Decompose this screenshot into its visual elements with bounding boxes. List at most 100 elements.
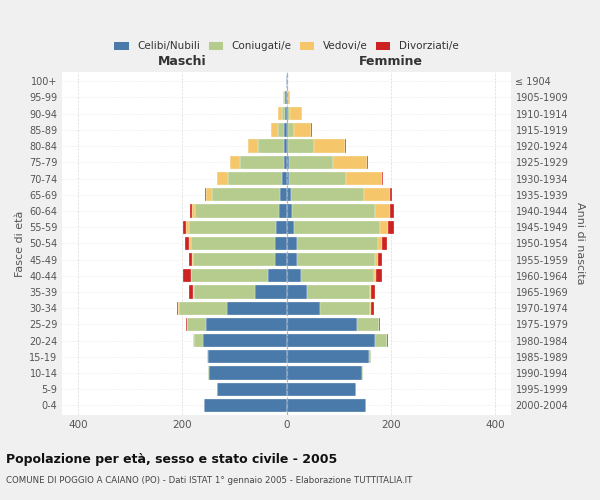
Bar [290,107,302,120]
Legend: Celibi/Nubili, Coniugati/e, Vedovi/e, Divorziati/e: Celibi/Nubili, Coniugati/e, Vedovi/e, Di… [110,38,463,56]
Bar [364,188,389,202]
Bar [287,236,297,250]
Bar [287,366,362,380]
Bar [239,156,284,169]
Bar [287,140,288,153]
Bar [187,220,188,234]
Bar [380,220,388,234]
Bar [217,382,287,396]
Bar [283,107,285,120]
Bar [195,204,278,218]
Bar [382,236,386,250]
Bar [371,286,375,298]
Bar [287,204,292,218]
Bar [378,253,382,266]
Bar [191,236,275,250]
Bar [287,156,289,169]
Bar [188,220,276,234]
Bar [207,350,208,364]
Bar [287,269,301,282]
Bar [190,204,191,218]
Bar [212,188,280,202]
Bar [283,172,287,185]
Bar [370,286,371,298]
Bar [287,286,307,298]
Bar [388,220,394,234]
Bar [278,204,287,218]
Bar [276,220,287,234]
Bar [191,269,268,282]
Bar [286,91,287,104]
Bar [275,253,287,266]
Bar [287,91,290,104]
Bar [290,188,364,202]
Bar [367,156,368,169]
Bar [227,172,283,185]
Bar [287,172,289,185]
Bar [194,286,255,298]
Text: COMUNE DI POGGIO A CAIANO (PO) - Dati ISTAT 1° gennaio 2005 - Elaborazione TUTTI: COMUNE DI POGGIO A CAIANO (PO) - Dati IS… [6,476,412,485]
Bar [204,399,287,412]
Bar [283,91,284,104]
Bar [287,399,366,412]
Bar [378,236,382,250]
Bar [230,156,239,169]
Bar [389,204,394,218]
Bar [248,140,258,153]
Bar [288,124,295,136]
Bar [189,286,193,298]
Bar [284,140,287,153]
Bar [287,220,295,234]
Bar [375,253,378,266]
Bar [346,172,382,185]
Bar [284,91,286,104]
Bar [206,318,287,331]
Bar [189,253,191,266]
Text: Femmine: Femmine [359,54,423,68]
Bar [287,107,290,120]
Bar [194,334,203,347]
Bar [289,156,333,169]
Bar [379,318,380,331]
Bar [258,140,284,153]
Bar [375,204,389,218]
Bar [320,302,370,315]
Bar [191,253,193,266]
Bar [357,318,379,331]
Bar [289,172,346,185]
Bar [284,156,287,169]
Bar [314,140,346,153]
Bar [297,253,375,266]
Bar [227,302,287,315]
Bar [184,220,187,234]
Bar [189,236,191,250]
Bar [278,107,283,120]
Bar [287,318,357,331]
Bar [285,107,287,120]
Bar [287,302,320,315]
Bar [287,350,369,364]
Bar [292,204,375,218]
Bar [307,286,370,298]
Bar [208,366,209,380]
Bar [191,204,195,218]
Bar [295,220,380,234]
Bar [370,302,371,315]
Bar [268,269,287,282]
Bar [288,140,314,153]
Bar [205,188,206,202]
Bar [333,156,367,169]
Bar [369,350,371,364]
Bar [278,124,284,136]
Bar [389,188,392,202]
Bar [208,350,287,364]
Y-axis label: Anni di nascita: Anni di nascita [575,202,585,284]
Bar [287,382,356,396]
Bar [287,253,297,266]
Text: Popolazione per età, sesso e stato civile - 2005: Popolazione per età, sesso e stato civil… [6,452,337,466]
Bar [382,172,383,185]
Bar [287,124,288,136]
Bar [374,269,376,282]
Bar [206,188,212,202]
Bar [362,366,363,380]
